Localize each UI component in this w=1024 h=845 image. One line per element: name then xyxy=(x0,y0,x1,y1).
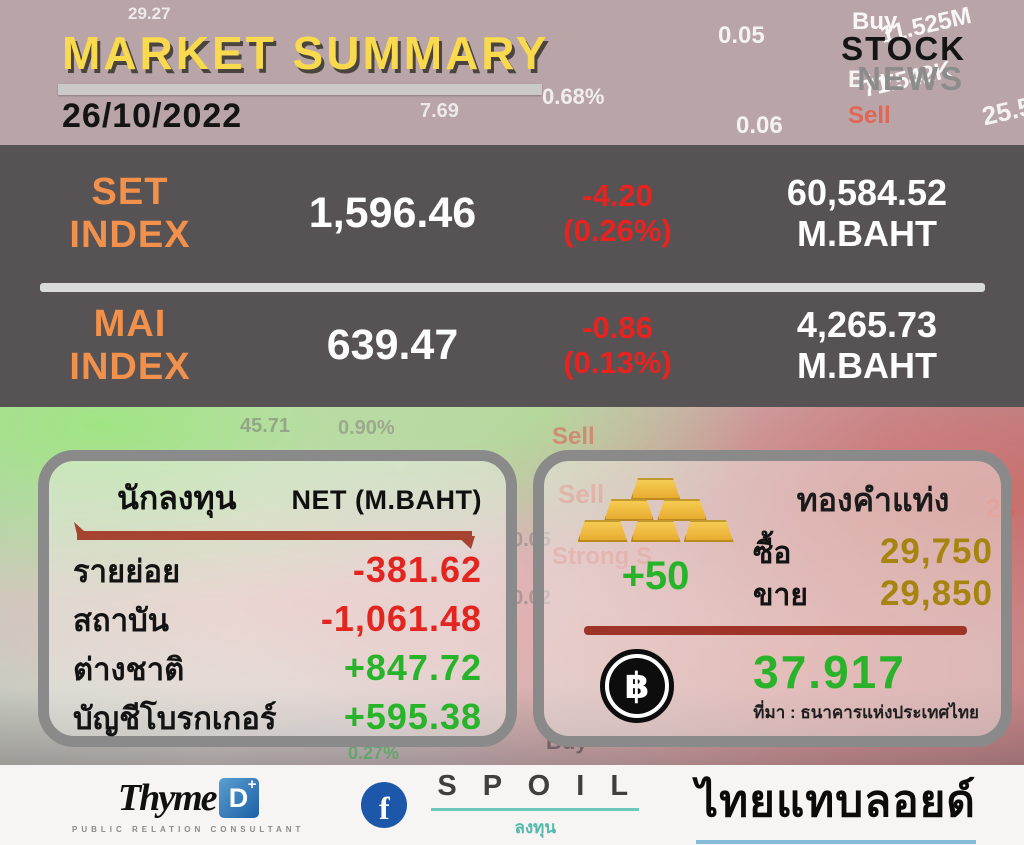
investor-row-retail: รายย่อย -381.62 xyxy=(73,546,482,595)
gold-buy-row: ซื้อ 29,750 xyxy=(753,530,993,572)
gold-divider-line xyxy=(584,626,967,635)
investor-row-value: -1,061.48 xyxy=(320,598,482,639)
set-index-label: SET INDEX xyxy=(0,171,260,256)
mai-index-change: -0.86 (0.13%) xyxy=(525,309,710,380)
rate-source: ที่มา : ธนาคารแห่งประเทศไทย xyxy=(753,703,979,722)
investor-row-broker: บัญชีโบรกเกอร์ +595.38 xyxy=(73,693,482,742)
bg-ticker-text: 0.90% xyxy=(338,417,395,439)
thymed-logo: Thyme D + PUBLIC RELATION CONSULTANT xyxy=(72,776,304,834)
stock-news-logo-line2: NEWS xyxy=(857,60,965,98)
investors-net-label: NET (M.BAHT) xyxy=(291,485,482,515)
investor-row-label: รายย่อย xyxy=(73,554,181,589)
set-index-turnover-value: 60,584.52 xyxy=(786,172,948,214)
investor-row-label: สถาบัน xyxy=(73,603,169,638)
gold-top-section: +50 ทองคำแท่ง ซื้อ 29,750 ขาย 29,850 xyxy=(544,461,1001,614)
gold-buy-value: 29,750 xyxy=(879,532,993,571)
investor-row-label: ต่างชาติ xyxy=(73,652,185,687)
mai-index-row: MAI INDEX 639.47 -0.86 (0.13%) 4,265.73 … xyxy=(0,283,1024,408)
gold-title: ทองคำแท่ง xyxy=(796,482,950,518)
bg-ticker-text: 45.71 xyxy=(240,415,291,437)
set-index-change-abs: -4.20 xyxy=(582,177,653,213)
mai-index-change-pct: (0.13%) xyxy=(563,344,672,380)
investor-row-value: -381.62 xyxy=(352,549,482,590)
spoil-logo-sub: ลงทุน xyxy=(514,817,556,837)
stock-news-logo: STOCK NEWS xyxy=(841,30,966,98)
thymed-logo-d-badge: D + xyxy=(218,776,259,818)
baht-symbol: ฿ xyxy=(609,657,665,714)
mai-index-label-line2: INDEX xyxy=(69,345,191,388)
gold-panel: +50 ทองคำแท่ง ซื้อ 29,750 ขาย 29,850 xyxy=(533,450,1012,747)
set-index-value: 1,596.46 xyxy=(308,189,477,237)
gold-left-column: +50 xyxy=(558,475,753,614)
investor-row-value: +595.38 xyxy=(343,696,482,737)
investor-row-label: บัญชีโบรกเกอร์ xyxy=(73,701,277,736)
gold-right-column: ทองคำแท่ง ซื้อ 29,750 ขาย 29,850 xyxy=(753,475,993,614)
thymed-tagline: PUBLIC RELATION CONSULTANT xyxy=(72,825,305,834)
gold-bars-icon xyxy=(577,478,734,542)
set-index-change: -4.20 (0.26%) xyxy=(525,177,710,248)
index-divider xyxy=(40,283,985,292)
usd-thb-rate: 37.917 xyxy=(753,646,906,698)
detail-band: 45.71 0.90% Sell Sell 0.05 Strong S 0.02… xyxy=(0,407,1024,765)
thymed-logo-plus: + xyxy=(247,776,257,793)
thymed-logo-name: Thyme xyxy=(117,777,218,819)
bg-ticker-text: 25.5 xyxy=(979,90,1024,132)
bg-ticker-text: 29.27 xyxy=(128,4,171,23)
investors-title: นักลงทุน xyxy=(117,480,237,516)
bg-ticker-text: 0.05 xyxy=(718,22,765,49)
set-index-turnover: 60,584.52 M.BAHT xyxy=(710,172,1024,254)
page-title: MARKET SUMMARY xyxy=(62,27,550,79)
spoil-logo-name: S P O I L xyxy=(431,770,640,811)
set-index-label-line2: INDEX xyxy=(69,213,191,256)
investors-panel: นักลงทุน NET (M.BAHT) รายย่อย -381.62 สถ… xyxy=(38,450,517,747)
investor-row-value: +847.72 xyxy=(343,647,482,688)
mai-index-turnover-unit: M.BAHT xyxy=(797,344,937,386)
mai-index-change-abs: -0.86 xyxy=(582,309,653,345)
spoil-logo: f S P O I L ลงทุน xyxy=(361,770,640,841)
gold-sell-row: ขาย 29,850 xyxy=(753,572,993,614)
report-date: 26/10/2022 xyxy=(62,97,243,135)
header-arrow-line xyxy=(77,531,472,540)
set-index-change-pct: (0.26%) xyxy=(563,212,672,248)
gold-sell-value: 29,850 xyxy=(879,574,993,613)
thymed-logo-d: D xyxy=(228,782,249,813)
stock-news-logo-line1: STOCK xyxy=(841,30,966,67)
thaitabloid-logo: ไทยแทบลอยด์ xyxy=(696,766,976,844)
header-band: 29.27 0.05 Buy Buy 11.525M 71.542K 0.68%… xyxy=(0,0,1024,145)
investor-row-institution: สถาบัน -1,061.48 xyxy=(73,595,482,644)
mai-index-value: 639.47 xyxy=(326,321,459,369)
set-index-row: SET INDEX 1,596.46 -4.20 (0.26%) 60,584.… xyxy=(0,151,1024,276)
bg-ticker-text: 7.69 xyxy=(420,100,459,122)
mai-index-turnover: 4,265.73 M.BAHT xyxy=(710,304,1024,386)
investors-panel-header: นักลงทุน NET (M.BAHT) xyxy=(73,473,482,524)
gold-price-change: +50 xyxy=(621,554,690,598)
bg-ticker-text: 0.68% xyxy=(542,84,605,109)
bg-ticker-text: Sell xyxy=(552,423,595,450)
exchange-rate-row: ฿ 37.917 ที่มา : ธนาคารแห่งประเทศไทย xyxy=(544,639,1001,726)
set-index-turnover-unit: M.BAHT xyxy=(797,212,937,254)
baht-coin-icon: ฿ xyxy=(600,648,674,723)
footer-band: Thyme D + PUBLIC RELATION CONSULTANT f S… xyxy=(0,765,1024,845)
index-band: SET INDEX 1,596.46 -4.20 (0.26%) 60,584.… xyxy=(0,145,1024,407)
mai-index-label-line1: MAI xyxy=(93,302,167,345)
bg-ticker-text: Sell xyxy=(848,102,891,129)
bg-ticker-text: 0.06 xyxy=(736,112,783,139)
title-underline-bar xyxy=(58,84,542,95)
mai-index-turnover-value: 4,265.73 xyxy=(796,304,938,346)
exchange-rate-column: 37.917 ที่มา : ธนาคารแห่งประเทศไทย xyxy=(674,645,985,726)
facebook-icon: f xyxy=(361,782,408,828)
investor-row-foreign: ต่างชาติ +847.72 xyxy=(73,644,482,693)
gold-buy-label: ซื้อ xyxy=(753,537,792,570)
gold-sell-label: ขาย xyxy=(753,579,808,612)
mai-index-label: MAI INDEX xyxy=(0,303,260,388)
set-index-label-line1: SET xyxy=(91,170,169,213)
